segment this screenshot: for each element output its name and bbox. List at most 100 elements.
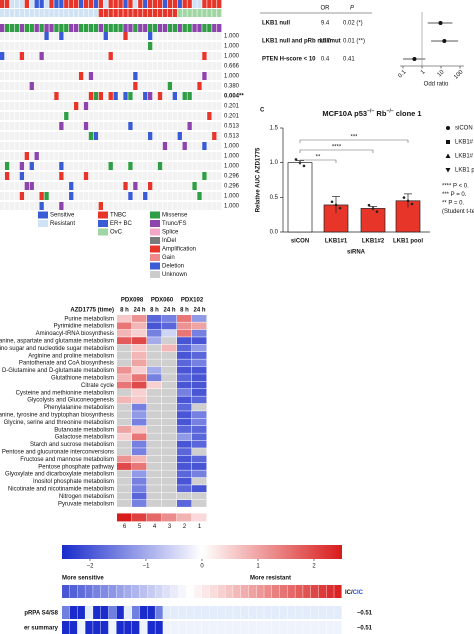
alteration-cell (0, 192, 5, 200)
alteration-cell (29, 192, 34, 200)
alteration-cell (123, 122, 128, 130)
alteration-cell (152, 82, 158, 90)
alteration-cell (162, 82, 168, 90)
alteration-cell (123, 32, 128, 40)
heat-cell (147, 352, 162, 359)
response-cell (217, 0, 222, 8)
alteration-cell (118, 162, 123, 170)
note: *** P = 0. (442, 192, 467, 198)
alteration-cell (88, 82, 94, 90)
alteration-cell (197, 72, 202, 80)
alteration-cell (59, 32, 64, 40)
alteration-cell (29, 172, 34, 180)
heat-cell (177, 329, 192, 337)
heat-cell (162, 448, 177, 456)
alteration-cell (197, 82, 202, 90)
alteration-cell (118, 32, 123, 40)
alteration-cell (24, 152, 29, 160)
alteration-cell (162, 42, 168, 50)
alteration-cell (98, 62, 103, 70)
alteration-cell (138, 24, 143, 32)
alteration-cell (64, 172, 69, 180)
alteration-cell (64, 132, 69, 140)
heat-cell (147, 329, 162, 337)
legend-swatch (150, 228, 160, 236)
alteration-cell (192, 112, 197, 120)
tumor-cell (103, 9, 108, 17)
replicate-dot (330, 200, 334, 204)
response-cell (202, 0, 207, 8)
alteration-cell (49, 142, 54, 150)
tumor-cell (78, 9, 84, 17)
alteration-cell (207, 42, 212, 50)
alteration-cell (74, 32, 79, 40)
alteration-cell (9, 102, 15, 110)
strip-cell (295, 585, 303, 598)
alteration-cell (123, 42, 128, 50)
alteration-cell (172, 52, 177, 60)
legend-label: Resistant (50, 221, 75, 227)
alteration-cell (172, 192, 177, 200)
alteration-cell (19, 82, 25, 90)
alteration-cell (172, 92, 177, 100)
alteration-cell (128, 82, 133, 90)
alteration-cell (29, 142, 34, 150)
tumor-cell (192, 9, 197, 17)
alteration-cell (167, 102, 173, 110)
replicate-dot (294, 158, 298, 161)
alteration-cell (69, 162, 74, 170)
alteration-cell (54, 202, 59, 210)
row-label: Galactose metabolism (55, 435, 114, 441)
alteration-cell (78, 52, 84, 60)
alteration-cell (143, 152, 148, 160)
heat-cell (192, 492, 207, 500)
alteration-cell (172, 82, 177, 90)
alteration-cell (167, 42, 173, 50)
tumor-cell (4, 9, 10, 17)
alteration-cell (44, 82, 49, 90)
alteration-cell (24, 122, 29, 130)
heat-cell (147, 396, 162, 404)
alteration-cell (54, 132, 59, 140)
alteration-cell (192, 202, 197, 210)
alteration-cell (78, 192, 84, 200)
response-cell (152, 0, 158, 8)
alteration-cell (29, 62, 34, 70)
alteration-cell (69, 142, 74, 150)
alteration-cell (187, 182, 192, 190)
alteration-cell (167, 192, 173, 200)
alteration-cell (14, 162, 20, 170)
alteration-cell (9, 24, 15, 32)
strip-cell (163, 606, 171, 619)
strip-cell (310, 606, 319, 619)
strip-cell (334, 621, 342, 634)
alteration-cell (113, 142, 118, 150)
alteration-cell (217, 24, 222, 32)
alteration-cell (29, 82, 34, 90)
alteration-cell (64, 202, 69, 210)
alteration-cell (128, 132, 133, 140)
alteration-cell (39, 82, 44, 90)
heat-cell (117, 500, 132, 507)
alteration-cell (74, 142, 79, 150)
legend-label: Splice (162, 230, 179, 236)
alteration-cell (177, 122, 182, 130)
alteration-cell (98, 92, 103, 100)
p-value: 0.004** (224, 94, 244, 100)
alteration-cell (49, 122, 54, 130)
alteration-cell (59, 102, 64, 110)
heat-cell (132, 389, 147, 396)
alteration-cell (98, 132, 103, 140)
response-cell (69, 0, 74, 8)
alteration-cell (148, 122, 153, 130)
alteration-cell (133, 132, 138, 140)
alteration-cell (177, 162, 182, 170)
alteration-cell (39, 62, 44, 70)
alteration-cell (34, 162, 39, 170)
alteration-cell (54, 162, 59, 170)
alteration-cell (192, 52, 197, 60)
alteration-cell (44, 102, 49, 110)
alteration-cell (0, 122, 5, 130)
alteration-cell (83, 202, 89, 210)
strip-cell (318, 585, 327, 598)
